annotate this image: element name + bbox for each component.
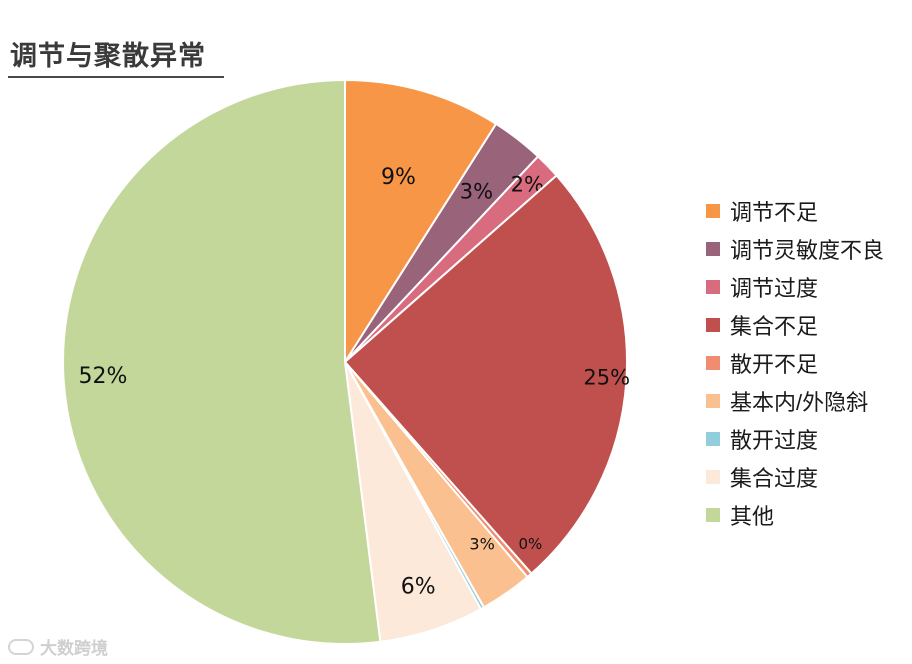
legend-item: 集合过度 <box>706 458 884 496</box>
legend-swatch <box>706 470 720 484</box>
chart-title: 调节与聚散异常 <box>10 41 206 71</box>
legend-label: 散开不足 <box>730 352 819 377</box>
legend-item: 基本内/外隐斜 <box>706 382 884 420</box>
legend-item: 调节不足 <box>706 192 884 230</box>
watermark: 大数跨境 <box>8 634 108 659</box>
legend-item: 散开过度 <box>706 420 884 458</box>
legend-label: 集合不足 <box>730 314 819 339</box>
slice-data-label: 52% <box>79 364 128 389</box>
legend-swatch <box>706 508 720 522</box>
title-underline <box>8 76 224 78</box>
pie-slice <box>343 174 628 575</box>
legend-label: 调节过度 <box>730 276 819 301</box>
pie-slice <box>344 78 498 366</box>
slice-data-label: 25% <box>583 366 630 390</box>
legend-label: 集合过度 <box>730 466 819 491</box>
legend: 调节不足调节灵敏度不良 调节过度集合不足散开不足基本内/外隐斜 散开过度集合过度其他 <box>706 192 884 534</box>
legend-swatch <box>706 204 720 218</box>
legend-swatch <box>706 356 720 370</box>
legend-label: 调节灵敏度不良 <box>730 238 885 263</box>
legend-swatch <box>706 394 720 408</box>
slice-data-label: 3% <box>469 535 494 554</box>
legend-item: 调节过度 <box>706 268 884 306</box>
slice-data-label: 3% <box>460 180 493 204</box>
legend-label: 散开过度 <box>730 428 819 453</box>
slice-data-label: 6% <box>401 574 436 599</box>
slice-data-label: 0% <box>519 535 543 553</box>
legend-item: 散开不足 <box>706 344 884 382</box>
legend-swatch <box>706 242 720 256</box>
legend-swatch <box>706 432 720 446</box>
slice-data-label: 9% <box>381 165 416 190</box>
watermark-text: 大数跨境 <box>40 639 108 658</box>
legend-label: 其他 <box>730 504 775 529</box>
legend-swatch <box>706 280 720 294</box>
watermark-logo-icon <box>8 638 34 655</box>
legend-label: 基本内/外隐斜 <box>730 390 869 415</box>
legend-label: 调节不足 <box>730 200 819 225</box>
pie-slice <box>62 78 382 645</box>
legend-item: 其他 <box>706 496 884 534</box>
legend-swatch <box>706 318 720 332</box>
legend-item: 调节灵敏度不良 <box>706 230 884 268</box>
legend-item: 集合不足 <box>706 306 884 344</box>
